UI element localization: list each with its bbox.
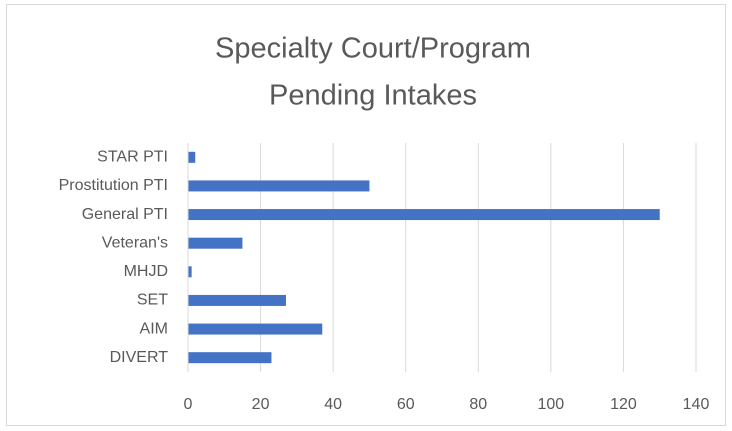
x-tick-label: 80 bbox=[469, 396, 487, 413]
bar bbox=[188, 151, 196, 163]
y-tick-label: STAR PTI bbox=[97, 149, 168, 166]
x-tick-label: 140 bbox=[683, 396, 710, 413]
y-tick-label: AIM bbox=[140, 320, 168, 337]
y-tick-label: DIVERT bbox=[110, 349, 169, 366]
chart-title: Pending Intakes bbox=[269, 80, 477, 112]
bar bbox=[188, 237, 243, 249]
chart-title: Specialty Court/Program bbox=[215, 33, 531, 65]
bar bbox=[188, 180, 370, 192]
bar bbox=[188, 266, 192, 278]
bar bbox=[188, 352, 272, 364]
y-tick-label: Prostitution PTI bbox=[59, 177, 168, 194]
bar bbox=[188, 323, 323, 335]
y-tick-label: SET bbox=[137, 292, 168, 309]
x-tick-label: 120 bbox=[610, 396, 637, 413]
y-tick-label: Veteran's bbox=[102, 234, 168, 251]
x-tick-label: 40 bbox=[324, 396, 342, 413]
bar bbox=[188, 294, 286, 306]
x-tick-label: 100 bbox=[538, 396, 565, 413]
x-tick-label: 20 bbox=[252, 396, 270, 413]
y-tick-label: MHJD bbox=[124, 263, 168, 280]
x-tick-label: 0 bbox=[184, 396, 193, 413]
x-tick-label: 60 bbox=[397, 396, 415, 413]
bar bbox=[188, 209, 660, 221]
y-tick-label: General PTI bbox=[82, 206, 168, 223]
